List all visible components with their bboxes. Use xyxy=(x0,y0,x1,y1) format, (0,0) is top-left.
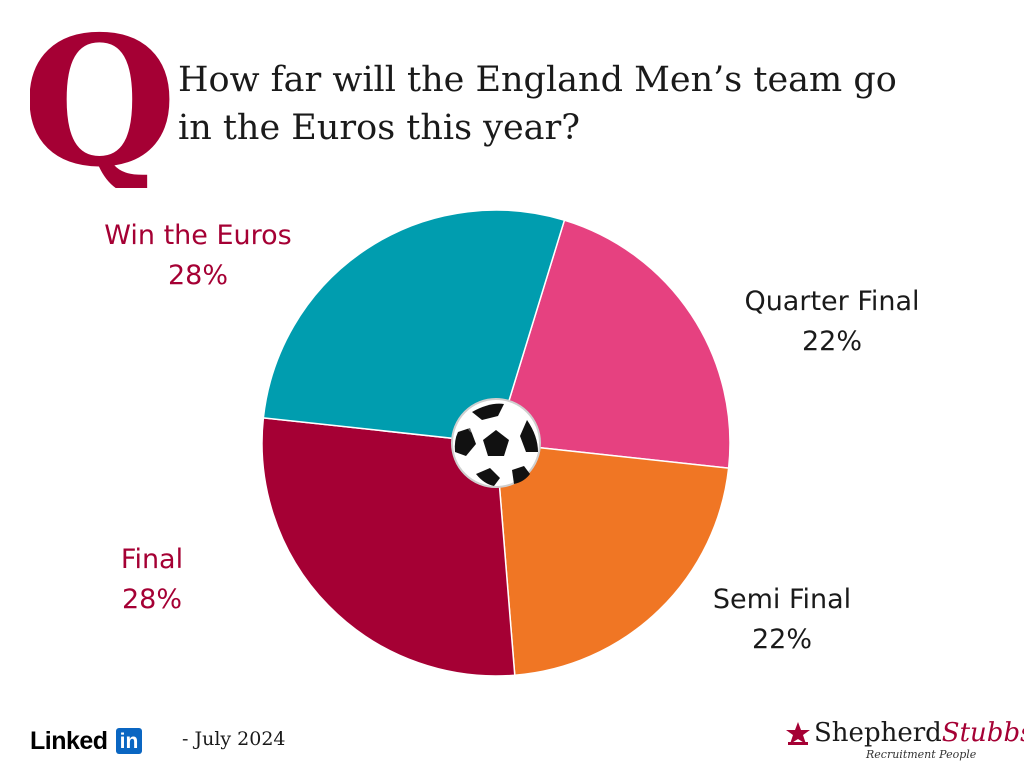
brand-emblem-icon xyxy=(786,722,810,745)
linkedin-wordmark: Linked xyxy=(30,727,108,755)
pie-slices xyxy=(261,209,731,677)
q-logo-letter: Q xyxy=(30,18,170,188)
label-semi-final-value: 22% xyxy=(751,624,812,655)
label-semi-final-text: Semi Final xyxy=(712,584,852,615)
question-title: How far will the England Men’s team go i… xyxy=(178,56,938,152)
brand-tagline: Recruitment People xyxy=(866,748,977,761)
question-line-2: in the Euros this year? xyxy=(178,108,581,148)
brand-name-part-2: Stubbs xyxy=(941,718,1024,748)
linkedin-in-icon: in xyxy=(116,728,142,754)
question-line-1: How far will the England Men’s team go xyxy=(178,60,897,100)
pie-slice-semi-final xyxy=(495,442,730,677)
label-semi-final: Semi Final 22% xyxy=(704,580,860,660)
label-win-the-euros: Win the Euros 28% xyxy=(96,216,300,296)
brand-name: ShepherdStubbs xyxy=(814,718,1024,748)
pie-slice-final xyxy=(261,417,516,677)
football-icon xyxy=(451,398,541,488)
label-quarter-final-value: 22% xyxy=(801,326,862,357)
label-final-text: Final xyxy=(120,544,184,575)
label-final: Final 28% xyxy=(102,540,202,620)
q-logo-icon: Q xyxy=(30,18,170,188)
label-quarter-final: Quarter Final 22% xyxy=(734,282,930,362)
survey-date: - July 2024 xyxy=(182,728,286,750)
shepherd-stubbs-logo: ShepherdStubbs Recruitment People xyxy=(784,714,1024,764)
label-final-value: 28% xyxy=(121,584,182,615)
label-quarter-final-text: Quarter Final xyxy=(744,286,920,317)
brand-name-part-1: Shepherd xyxy=(814,718,942,748)
label-win-the-euros-value: 28% xyxy=(167,260,228,291)
label-win-the-euros-text: Win the Euros xyxy=(104,220,292,251)
pie-slice-win-the-euros xyxy=(262,209,566,444)
pie-slice-quarter-final xyxy=(495,219,731,469)
